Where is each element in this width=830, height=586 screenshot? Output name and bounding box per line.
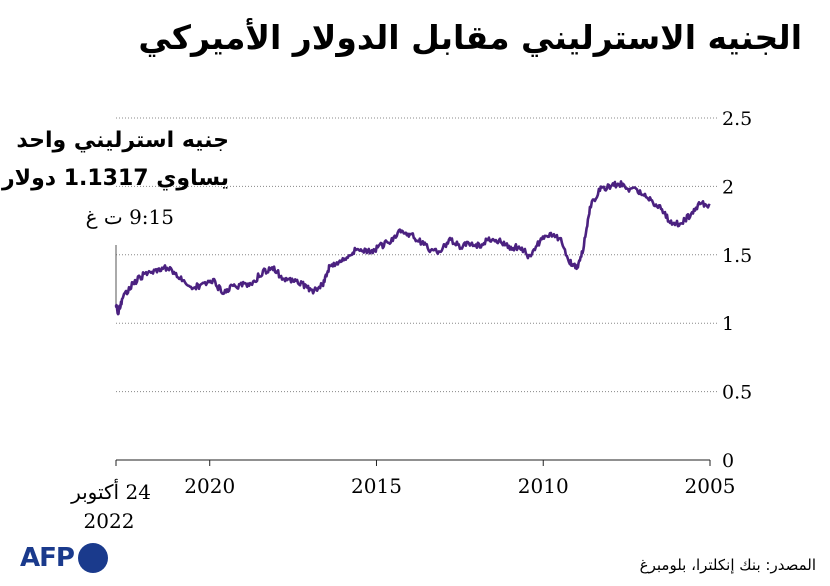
x-tick-label: 2015 <box>351 474 402 498</box>
source-note: المصدر: بنك إنكلترا، بلومبرغ <box>639 556 816 574</box>
y-tick-label: 1 <box>722 313 734 335</box>
y-tick-label: 0.5 <box>722 382 752 404</box>
series-line-gbp-usd <box>114 180 711 316</box>
afp-logo-dot <box>77 543 108 573</box>
x-tick-label-year: 2022 <box>84 509 135 533</box>
x-tick-label: 2005 <box>685 474 736 498</box>
annotation-line-1: جنيه استرليني واحد <box>16 128 229 153</box>
x-axis: 2005 2010 2015 2020 24 أكتوبر 2022 <box>70 459 736 533</box>
afp-logo: AFP <box>20 543 108 573</box>
y-tick-label: 0 <box>722 450 734 472</box>
gridlines <box>116 117 718 393</box>
y-tick-label: 2 <box>722 176 734 198</box>
annotation-line-2: يساوي 1.1317 دولار <box>2 166 229 191</box>
y-tick-label: 2.5 <box>722 108 752 130</box>
x-tick-label: 2010 <box>518 474 569 498</box>
afp-logo-text: AFP <box>20 543 75 573</box>
x-tick-label-date: 24 أكتوبر <box>70 478 151 504</box>
y-tick-label: 1.5 <box>722 245 752 267</box>
x-tick-label: 2020 <box>184 474 235 498</box>
annotation-time: 9:15 ت غ <box>85 205 174 229</box>
chart-title: الجنيه الاسترليني مقابل الدولار الأميركي <box>138 18 802 57</box>
y-axis-tick-labels: 0 0.5 1 1.5 2 2.5 <box>722 108 752 472</box>
